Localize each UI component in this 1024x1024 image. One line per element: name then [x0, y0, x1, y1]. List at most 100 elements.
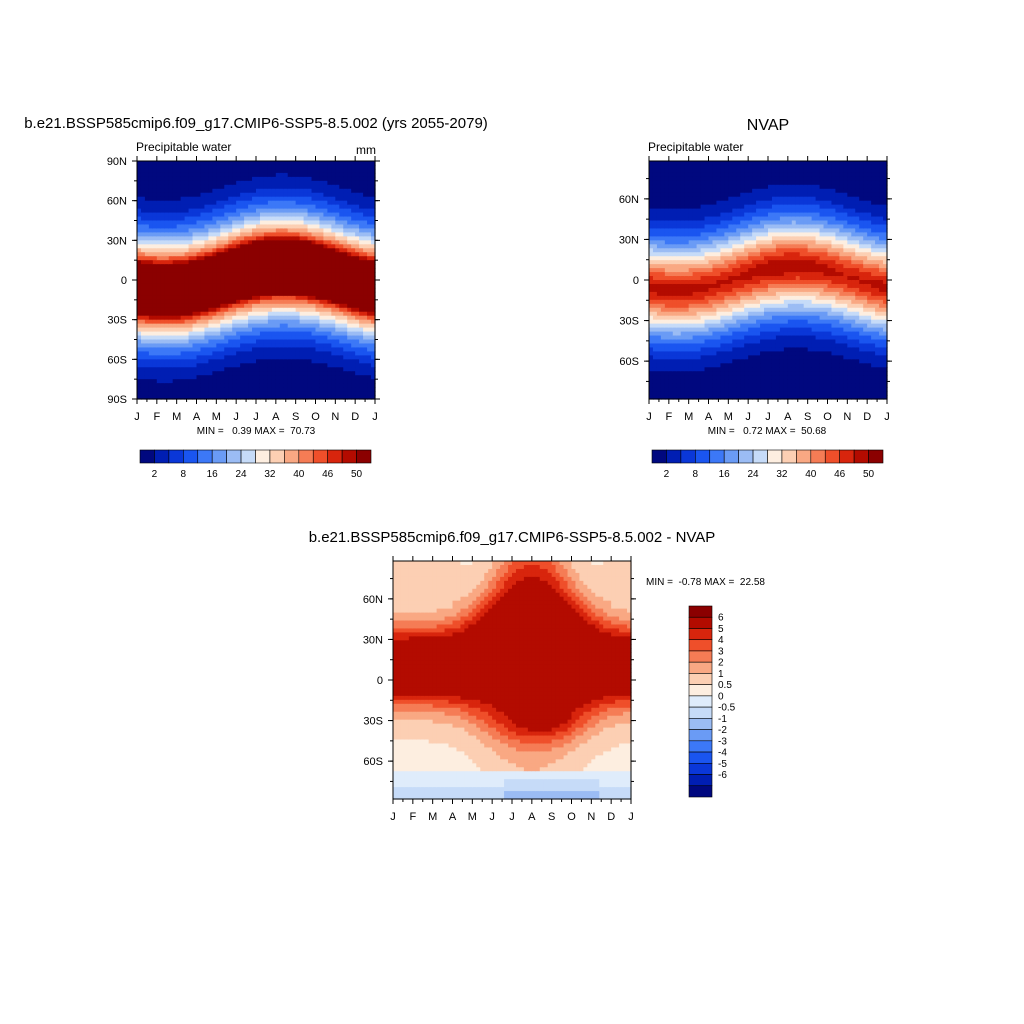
contour-cell [240, 232, 245, 237]
contour-cell [649, 272, 654, 277]
contour-cell [299, 387, 305, 392]
contour-cell [347, 272, 352, 277]
contour-cell [224, 208, 229, 214]
contour-cell [200, 327, 206, 333]
contour-cell [672, 315, 678, 321]
contour-cell [240, 395, 245, 400]
contour-cell [335, 379, 340, 384]
contour-cell [192, 228, 198, 233]
contour-cell [684, 359, 690, 364]
contour-cell [291, 283, 297, 289]
contour-cell [649, 256, 654, 261]
contour-cell [664, 311, 670, 317]
contour-cell [371, 228, 376, 233]
contour-cell [307, 343, 313, 349]
contour-cell [692, 375, 698, 380]
contour-cell [252, 228, 257, 233]
contour-cell [688, 192, 694, 198]
contour-cell [656, 383, 662, 388]
contour-cell [664, 244, 670, 249]
contour-cell [684, 264, 690, 269]
contour-cell [700, 200, 706, 206]
contour-cell [367, 311, 372, 317]
contour-cell [259, 180, 265, 186]
contour-cell [224, 375, 229, 380]
contour-cell [236, 283, 241, 289]
contour-cell [367, 196, 372, 202]
contour-cell [263, 204, 269, 210]
contour-cell [335, 319, 340, 325]
contour-cell [200, 180, 206, 186]
contour-cell [327, 228, 332, 233]
contour-cell [700, 208, 706, 214]
contour-cell [724, 335, 729, 341]
contour-cell [680, 343, 686, 349]
contour-cell [287, 295, 293, 301]
contour-cell [196, 307, 202, 313]
contour-cell [152, 164, 158, 170]
contour-cell [649, 339, 654, 345]
contour-cell [271, 355, 277, 360]
contour-cell [140, 351, 146, 356]
contour-cell [279, 299, 285, 305]
contour-cell [164, 319, 170, 325]
contour-cell [295, 311, 301, 317]
contour-cell [291, 379, 297, 384]
contour-cell [291, 395, 297, 400]
contour-cell [371, 208, 376, 214]
contour-cell [275, 335, 281, 341]
contour-cell [319, 351, 325, 356]
contour-cell [299, 252, 305, 257]
contour-cell [232, 395, 237, 400]
contour-cell [359, 391, 364, 396]
contour-cell [315, 331, 321, 337]
contour-cell [263, 391, 269, 396]
contour-cell [279, 367, 285, 372]
contour-cell [275, 268, 281, 273]
contour-cell [172, 252, 178, 257]
contour-cell [152, 387, 158, 392]
contour-cell [152, 204, 158, 210]
contour-cell [144, 220, 150, 226]
contour-cell [176, 192, 182, 198]
contour-cell [371, 192, 376, 198]
contour-cell [339, 319, 344, 325]
contour-cell [192, 192, 198, 198]
contour-cell [283, 188, 289, 194]
contour-cell [259, 208, 265, 214]
contour-cell [271, 244, 277, 249]
contour-cell [216, 260, 221, 265]
contour-cell [303, 387, 309, 392]
contour-cell [692, 200, 698, 206]
contour-cell [724, 180, 729, 186]
contour-cell [676, 347, 682, 352]
contour-cell [315, 276, 321, 281]
contour-cell [323, 311, 328, 317]
contour-cell [295, 176, 301, 182]
contour-cell [660, 200, 666, 206]
contour-cell [315, 260, 321, 265]
contour-cell [200, 391, 206, 396]
contour-cell [279, 303, 285, 309]
contour-cell [704, 375, 710, 380]
contour-cell [315, 283, 321, 289]
contour-cell [355, 188, 360, 194]
contour-cell [696, 363, 702, 368]
contour-cell [363, 355, 368, 360]
contour-cell [259, 291, 265, 297]
contour-cell [700, 172, 706, 178]
contour-cell [728, 395, 733, 400]
contour-cell [367, 176, 372, 182]
contour-cell [144, 192, 150, 198]
contour-cell [232, 172, 237, 178]
contour-cell [212, 188, 217, 194]
contour-cell [283, 335, 289, 341]
contour-cell [271, 256, 277, 261]
contour-cell [192, 224, 198, 230]
contour-cell [283, 260, 289, 265]
contour-cell [152, 184, 158, 190]
contour-cell [244, 287, 249, 293]
contour-cell [148, 208, 154, 214]
contour-cell [704, 232, 710, 237]
contour-cell [259, 343, 265, 349]
